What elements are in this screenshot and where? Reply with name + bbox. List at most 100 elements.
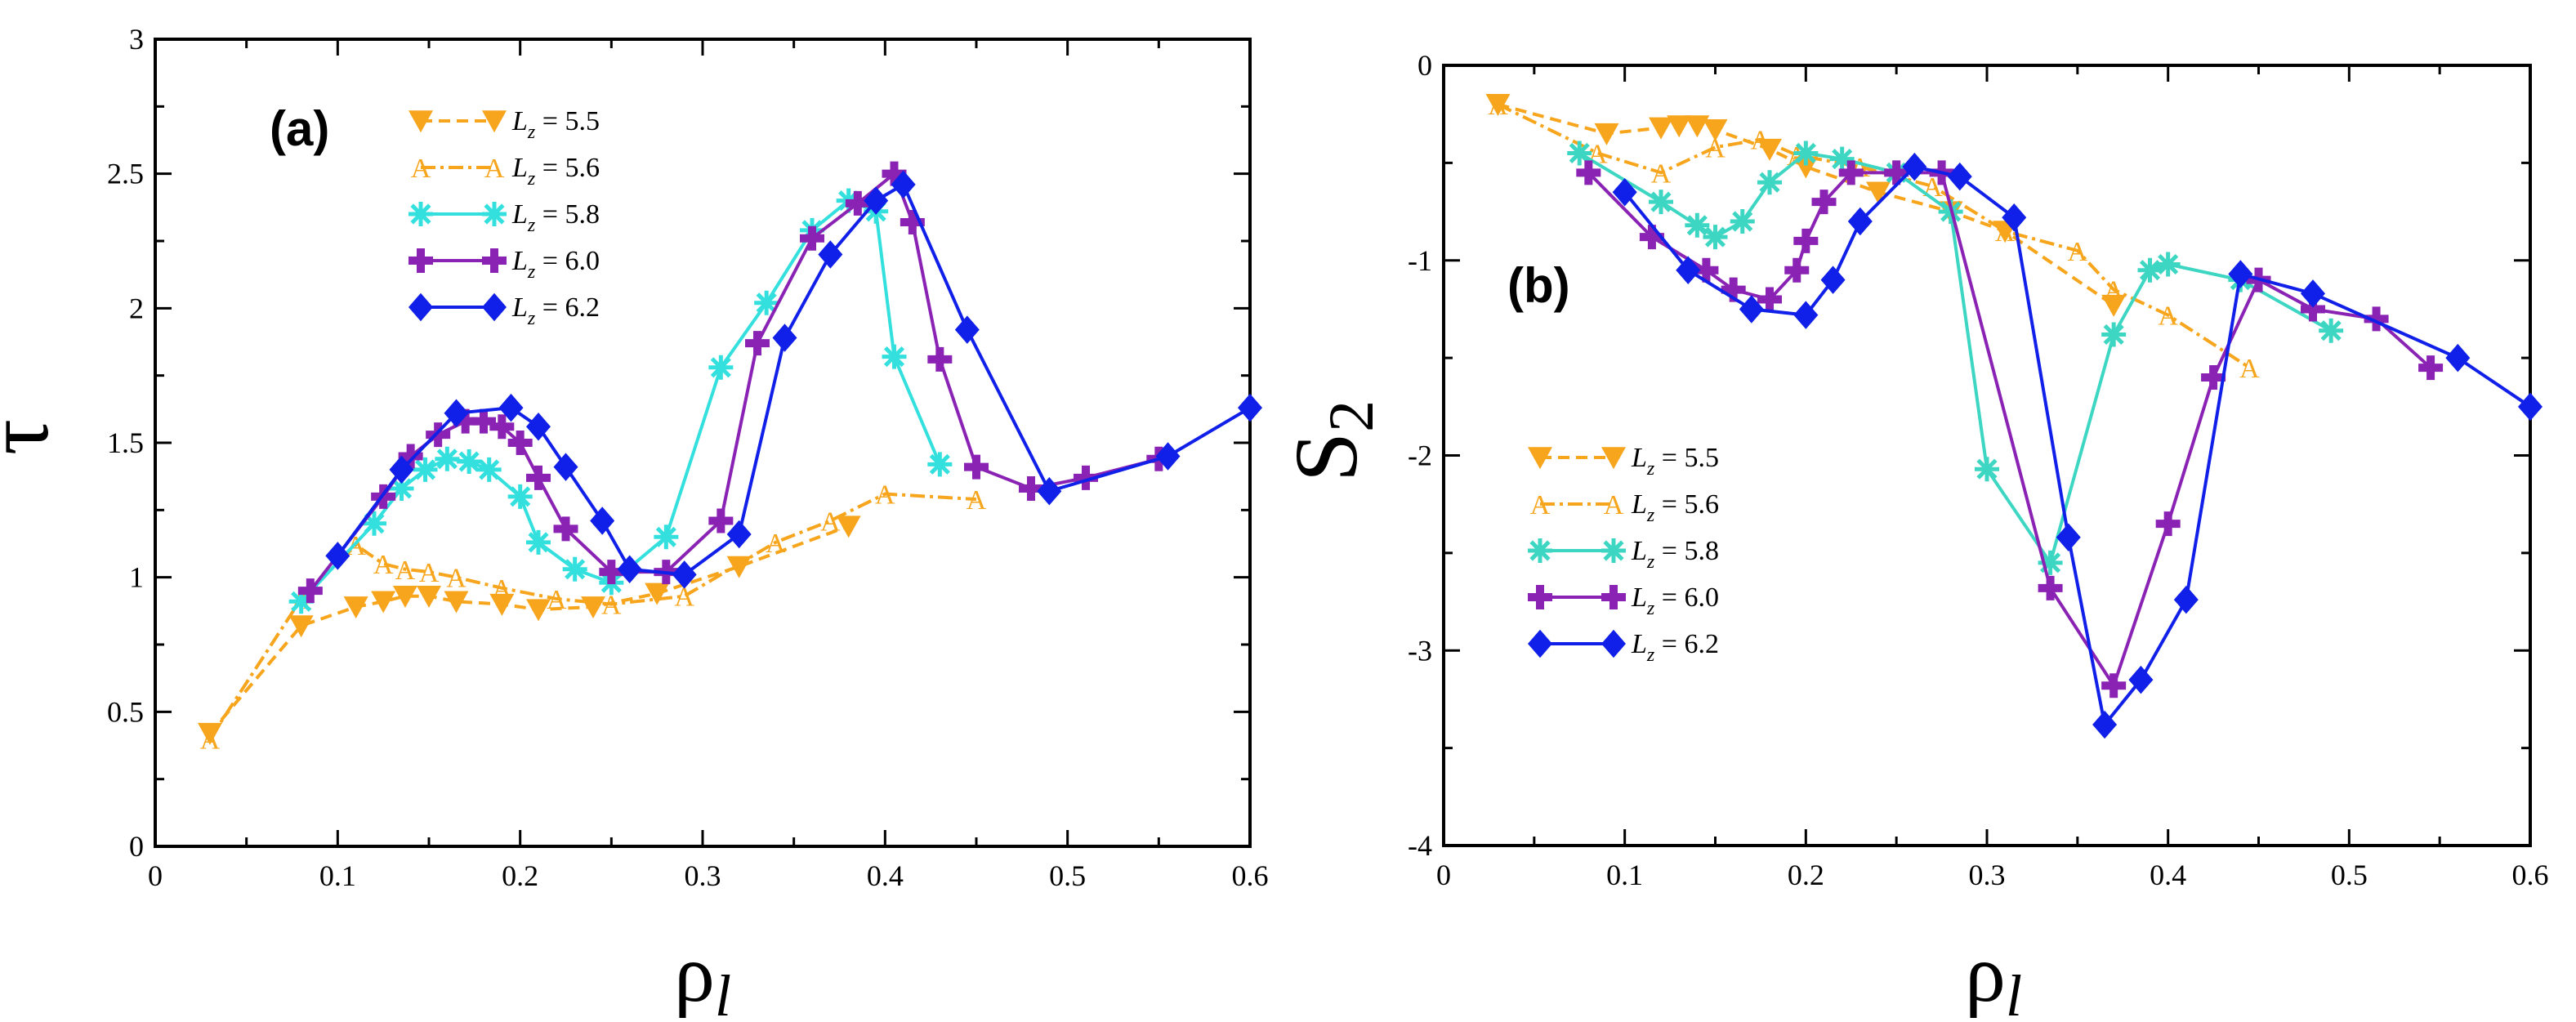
- panel-a-series-2-point: [882, 344, 907, 369]
- panel-a-x-tick-label: 0.2: [502, 859, 538, 892]
- panel-a-series-4-point: [864, 186, 889, 215]
- panel-a-legend-label: Lz = 5.6: [511, 153, 600, 190]
- panel-b-series-2-point: [2319, 318, 2344, 343]
- panel-b-y-tick-label: -1: [1408, 244, 1432, 277]
- panel-b-series-4-point: [1793, 301, 1819, 329]
- panel-a-series-1-point: A: [547, 585, 567, 615]
- panel-b-series-4-point: [1902, 152, 1927, 181]
- panel-b-x-tick-label: 0.6: [2512, 859, 2549, 891]
- panel-b-series-4-point: [2092, 710, 2118, 739]
- panel-a-series-2-point: [288, 589, 314, 614]
- panel-a-y-tick-label: 1: [129, 561, 144, 594]
- panel-b-series-2-point: [2155, 252, 2181, 277]
- panel-a-y-tick-label: 0.5: [107, 695, 144, 728]
- panel-a-series-1-point: A: [875, 480, 895, 511]
- panel-a-series-1-point: A: [492, 574, 512, 605]
- panel-a-series-4-point: [726, 520, 752, 549]
- panel-a-series-3-point: [507, 431, 533, 455]
- panel-b-series-4-point: [1612, 177, 1637, 207]
- panel-b-series-3-point: [1784, 257, 1810, 283]
- panel-b-series-2-point: [1975, 457, 1999, 482]
- panel-a-y-tick-label: 0: [129, 830, 144, 863]
- panel-b-legend-entry: Lz = 6.0: [1528, 582, 1719, 619]
- panel-b-series-4-point: [2173, 585, 2199, 614]
- panel-a-series-2-point: [526, 529, 551, 555]
- panel-a-series-3-point: [845, 190, 870, 216]
- panel-b-series-4-point: [2128, 665, 2154, 694]
- panel-a-series-4-point: [498, 393, 524, 422]
- panel-b-series-3-point: [2101, 673, 2127, 698]
- panel-a-series-3-point: [1019, 475, 1043, 501]
- panel-a-series-1-point: A: [820, 507, 841, 538]
- panel-a-legend-entry: Lz = 5.8: [408, 199, 600, 236]
- panel-a-series-4-point: [672, 560, 697, 589]
- panel-a-x-tick-label: 0.1: [319, 859, 356, 892]
- panel-b-series-1-point: A: [2158, 301, 2178, 332]
- panel-a-legend-entry: Lz = 6.2: [408, 292, 600, 329]
- panel-a-series-2-point: [507, 484, 533, 509]
- panel-a-series-3-point: [398, 444, 423, 469]
- panel-a-series-1-point: A: [446, 564, 467, 594]
- panel-a-series-2-point: [708, 355, 734, 380]
- panel-b-series-3-point: [1884, 160, 1909, 185]
- panel-a-series-3-point: [708, 508, 734, 533]
- panel-a-series-3-point: [800, 225, 824, 251]
- panel-b-series-4-point: [2228, 260, 2253, 288]
- panel-b-legend-marker: [1601, 585, 1626, 609]
- panel-a-series-4-point: [772, 324, 797, 352]
- panel-a-x-tick-label: 0.4: [867, 859, 904, 892]
- panel-a-legend-marker: [408, 248, 433, 273]
- panel-a-series-3-point: [489, 414, 515, 440]
- panel-b-series-3-point: [1757, 287, 1782, 312]
- panel-a-plot-frame: [154, 38, 1252, 848]
- panel-b-series-3-point: [1838, 160, 1864, 185]
- panel-b-series-4-point: [2518, 392, 2543, 422]
- panel-b-legend-marker: [1601, 629, 1626, 658]
- panel-b-legend-label: Lz = 6.0: [1631, 582, 1719, 619]
- panel-a-series-3-point: [745, 331, 770, 356]
- panel-b-x-tick-label: 0.4: [2150, 859, 2186, 891]
- panel-b-series-0-point: [1667, 115, 1692, 138]
- panel-b-legend-label: Lz = 5.8: [1631, 536, 1719, 573]
- panel-b-series-2-point: [1793, 141, 1819, 166]
- panel-b-series-2-point: [1649, 190, 1673, 215]
- panel-a-x-axis-title: ρl: [674, 928, 731, 1022]
- panel-b-series-0-line: [1497, 102, 2115, 307]
- panel-a-series-4-point: [617, 555, 642, 584]
- panel-b-series-2-point: [2101, 322, 2127, 347]
- panel-a-series-4-point: [1155, 442, 1181, 471]
- panel-a-series-2-point: [362, 511, 386, 536]
- panel-b-y-axis-title: S2: [1276, 400, 1386, 482]
- panel-a-series-1-point: A: [419, 558, 440, 588]
- panel-a-legend-marker: [482, 110, 507, 133]
- panel-a-y-tick-label: 1.5: [107, 426, 144, 459]
- panel-a-series-0-point: [371, 591, 396, 614]
- panel-b-x-axis-title: ρl: [1965, 928, 2022, 1022]
- panel-a-series-4-point: [1037, 477, 1062, 506]
- panel-a-legend-label: Lz = 6.2: [511, 292, 600, 329]
- panel-a-series-4-point: [389, 455, 414, 484]
- panel-b-x-tick-label: 0.1: [1606, 859, 1643, 891]
- panel-a-series-0-point: [836, 515, 861, 538]
- panel-b-series-4: [1612, 152, 2543, 739]
- panel-a-series-4-point: [891, 170, 916, 199]
- panel-a-legend-entry: A A Lz = 5.6: [411, 153, 600, 190]
- panel-a-x-tick-label: 0.3: [685, 859, 721, 892]
- panel-b-series-2-point: [1730, 209, 1755, 234]
- panel-b-series-4-point: [2301, 279, 2325, 308]
- panel-a-series-0-point: [489, 593, 515, 616]
- panel-b-series-1-point: A: [1751, 126, 1771, 156]
- panel-a-legend-entry: Lz = 5.5: [408, 106, 600, 143]
- panel-b-legend-label: Lz = 5.6: [1631, 489, 1719, 526]
- panel-b-label: (b): [1507, 258, 1570, 313]
- panel-b-y-tick-label: -2: [1408, 440, 1432, 472]
- panel-b-x-tick-label: 0.3: [1969, 859, 2006, 891]
- panel-a-label: (a): [270, 101, 329, 156]
- panel-a-series-2-point: [435, 446, 460, 471]
- panel-b-legend-marker: [1528, 538, 1552, 563]
- panel-b-series-0-point: [1685, 115, 1710, 138]
- panel-a-series-0-point: [343, 596, 368, 619]
- panel-a-y-tick-label: 2: [129, 292, 144, 324]
- panel-b-x-tick-label: 0.2: [1788, 859, 1824, 891]
